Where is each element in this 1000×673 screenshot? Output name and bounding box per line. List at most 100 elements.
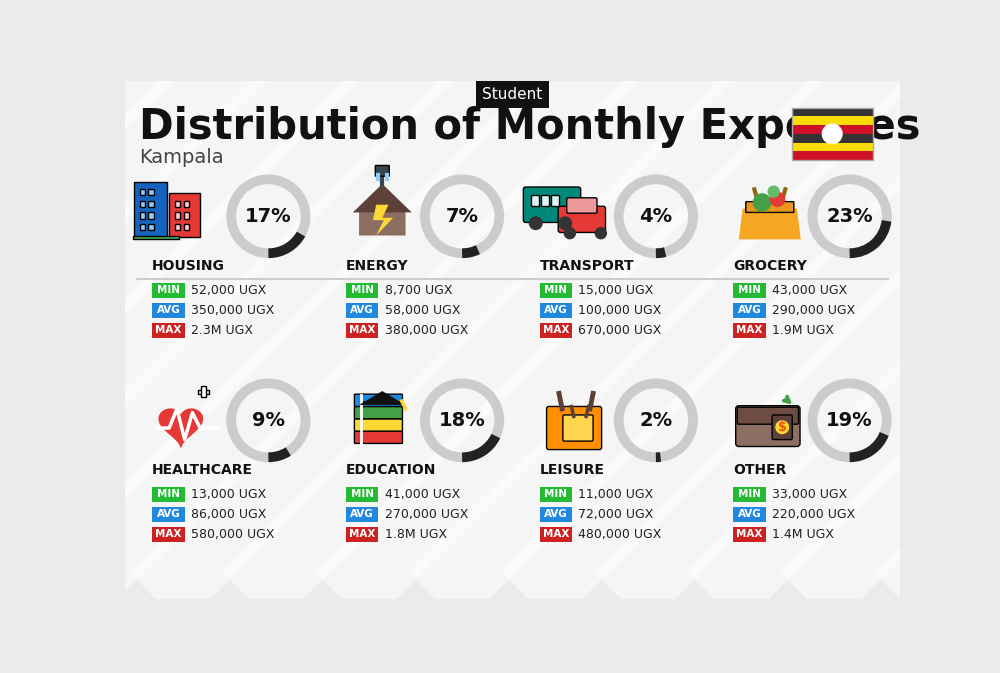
FancyBboxPatch shape <box>523 187 581 223</box>
Text: 1.4M UGX: 1.4M UGX <box>772 528 834 541</box>
FancyBboxPatch shape <box>148 224 154 230</box>
FancyBboxPatch shape <box>152 283 185 298</box>
Text: Kampala: Kampala <box>139 148 224 168</box>
FancyBboxPatch shape <box>792 134 873 143</box>
Text: MAX: MAX <box>736 325 763 335</box>
Text: 1.8M UGX: 1.8M UGX <box>385 528 447 541</box>
Text: 290,000 UGX: 290,000 UGX <box>772 304 855 317</box>
FancyBboxPatch shape <box>540 283 572 298</box>
Text: MIN: MIN <box>738 489 761 499</box>
Text: MIN: MIN <box>157 285 180 295</box>
FancyBboxPatch shape <box>184 201 189 207</box>
Text: 13,000 UGX: 13,000 UGX <box>191 488 266 501</box>
Text: 52,000 UGX: 52,000 UGX <box>191 284 266 297</box>
FancyBboxPatch shape <box>140 189 145 195</box>
Text: MIN: MIN <box>157 489 180 499</box>
Text: MAX: MAX <box>736 529 763 539</box>
Text: AVG: AVG <box>157 509 180 520</box>
Text: 11,000 UGX: 11,000 UGX <box>578 488 654 501</box>
Text: 43,000 UGX: 43,000 UGX <box>772 284 847 297</box>
FancyBboxPatch shape <box>551 194 559 205</box>
Text: 72,000 UGX: 72,000 UGX <box>578 507 654 521</box>
Circle shape <box>564 227 576 240</box>
Text: 33,000 UGX: 33,000 UGX <box>772 488 847 501</box>
FancyBboxPatch shape <box>148 189 154 195</box>
FancyBboxPatch shape <box>733 303 766 318</box>
FancyBboxPatch shape <box>733 507 766 522</box>
Text: MAX: MAX <box>543 529 569 539</box>
FancyBboxPatch shape <box>175 224 180 230</box>
Circle shape <box>529 216 543 230</box>
Circle shape <box>558 216 572 230</box>
FancyBboxPatch shape <box>152 487 185 502</box>
Text: Distribution of Monthly Expenses: Distribution of Monthly Expenses <box>139 106 920 148</box>
FancyBboxPatch shape <box>540 526 572 542</box>
FancyBboxPatch shape <box>346 303 378 318</box>
Text: 2.3M UGX: 2.3M UGX <box>191 324 253 336</box>
FancyBboxPatch shape <box>148 201 154 207</box>
FancyBboxPatch shape <box>792 143 873 151</box>
Text: 220,000 UGX: 220,000 UGX <box>772 507 855 521</box>
FancyBboxPatch shape <box>792 116 873 125</box>
Text: Student: Student <box>482 87 543 102</box>
FancyBboxPatch shape <box>567 198 597 213</box>
Text: MIN: MIN <box>544 489 567 499</box>
Text: 15,000 UGX: 15,000 UGX <box>578 284 654 297</box>
FancyBboxPatch shape <box>140 224 145 230</box>
FancyBboxPatch shape <box>563 415 593 441</box>
Polygon shape <box>359 391 406 405</box>
Text: TRANSPORT: TRANSPORT <box>540 258 634 273</box>
Text: 4%: 4% <box>639 207 672 225</box>
FancyBboxPatch shape <box>547 406 602 450</box>
FancyBboxPatch shape <box>152 303 185 318</box>
FancyBboxPatch shape <box>558 206 606 232</box>
Text: 1.9M UGX: 1.9M UGX <box>772 324 834 336</box>
Text: 480,000 UGX: 480,000 UGX <box>578 528 662 541</box>
Text: AVG: AVG <box>544 509 568 520</box>
FancyBboxPatch shape <box>140 201 145 207</box>
Text: 2%: 2% <box>639 411 672 430</box>
Polygon shape <box>159 409 202 447</box>
Text: 380,000 UGX: 380,000 UGX <box>385 324 468 336</box>
FancyBboxPatch shape <box>201 386 206 397</box>
Circle shape <box>775 421 789 434</box>
Text: HOUSING: HOUSING <box>152 258 225 273</box>
FancyBboxPatch shape <box>184 213 189 219</box>
Text: GROCERY: GROCERY <box>733 258 807 273</box>
FancyBboxPatch shape <box>169 193 200 237</box>
FancyBboxPatch shape <box>354 394 402 406</box>
FancyBboxPatch shape <box>346 526 378 542</box>
Text: 7%: 7% <box>446 207 479 225</box>
Text: AVG: AVG <box>350 509 374 520</box>
FancyBboxPatch shape <box>540 322 572 338</box>
Circle shape <box>767 186 780 198</box>
Text: 41,000 UGX: 41,000 UGX <box>385 488 460 501</box>
Text: LEISURE: LEISURE <box>540 462 605 476</box>
FancyBboxPatch shape <box>540 487 572 502</box>
Polygon shape <box>739 209 801 240</box>
FancyBboxPatch shape <box>733 487 766 502</box>
Text: MAX: MAX <box>349 529 375 539</box>
Text: 58,000 UGX: 58,000 UGX <box>385 304 460 317</box>
Text: MIN: MIN <box>738 285 761 295</box>
FancyBboxPatch shape <box>531 194 539 205</box>
Circle shape <box>595 227 607 240</box>
Text: AVG: AVG <box>544 306 568 315</box>
FancyBboxPatch shape <box>733 526 766 542</box>
FancyBboxPatch shape <box>198 390 209 394</box>
FancyBboxPatch shape <box>354 431 402 444</box>
FancyBboxPatch shape <box>152 526 185 542</box>
FancyBboxPatch shape <box>792 151 873 160</box>
Text: MAX: MAX <box>349 325 375 335</box>
Text: 270,000 UGX: 270,000 UGX <box>385 507 468 521</box>
FancyBboxPatch shape <box>175 213 180 219</box>
Text: MIN: MIN <box>351 489 374 499</box>
FancyBboxPatch shape <box>175 201 180 207</box>
Circle shape <box>770 192 785 207</box>
Text: AVG: AVG <box>350 306 374 315</box>
FancyBboxPatch shape <box>184 224 189 230</box>
Text: 580,000 UGX: 580,000 UGX <box>191 528 274 541</box>
Text: 19%: 19% <box>826 411 873 430</box>
FancyBboxPatch shape <box>140 213 145 219</box>
Text: AVG: AVG <box>157 306 180 315</box>
